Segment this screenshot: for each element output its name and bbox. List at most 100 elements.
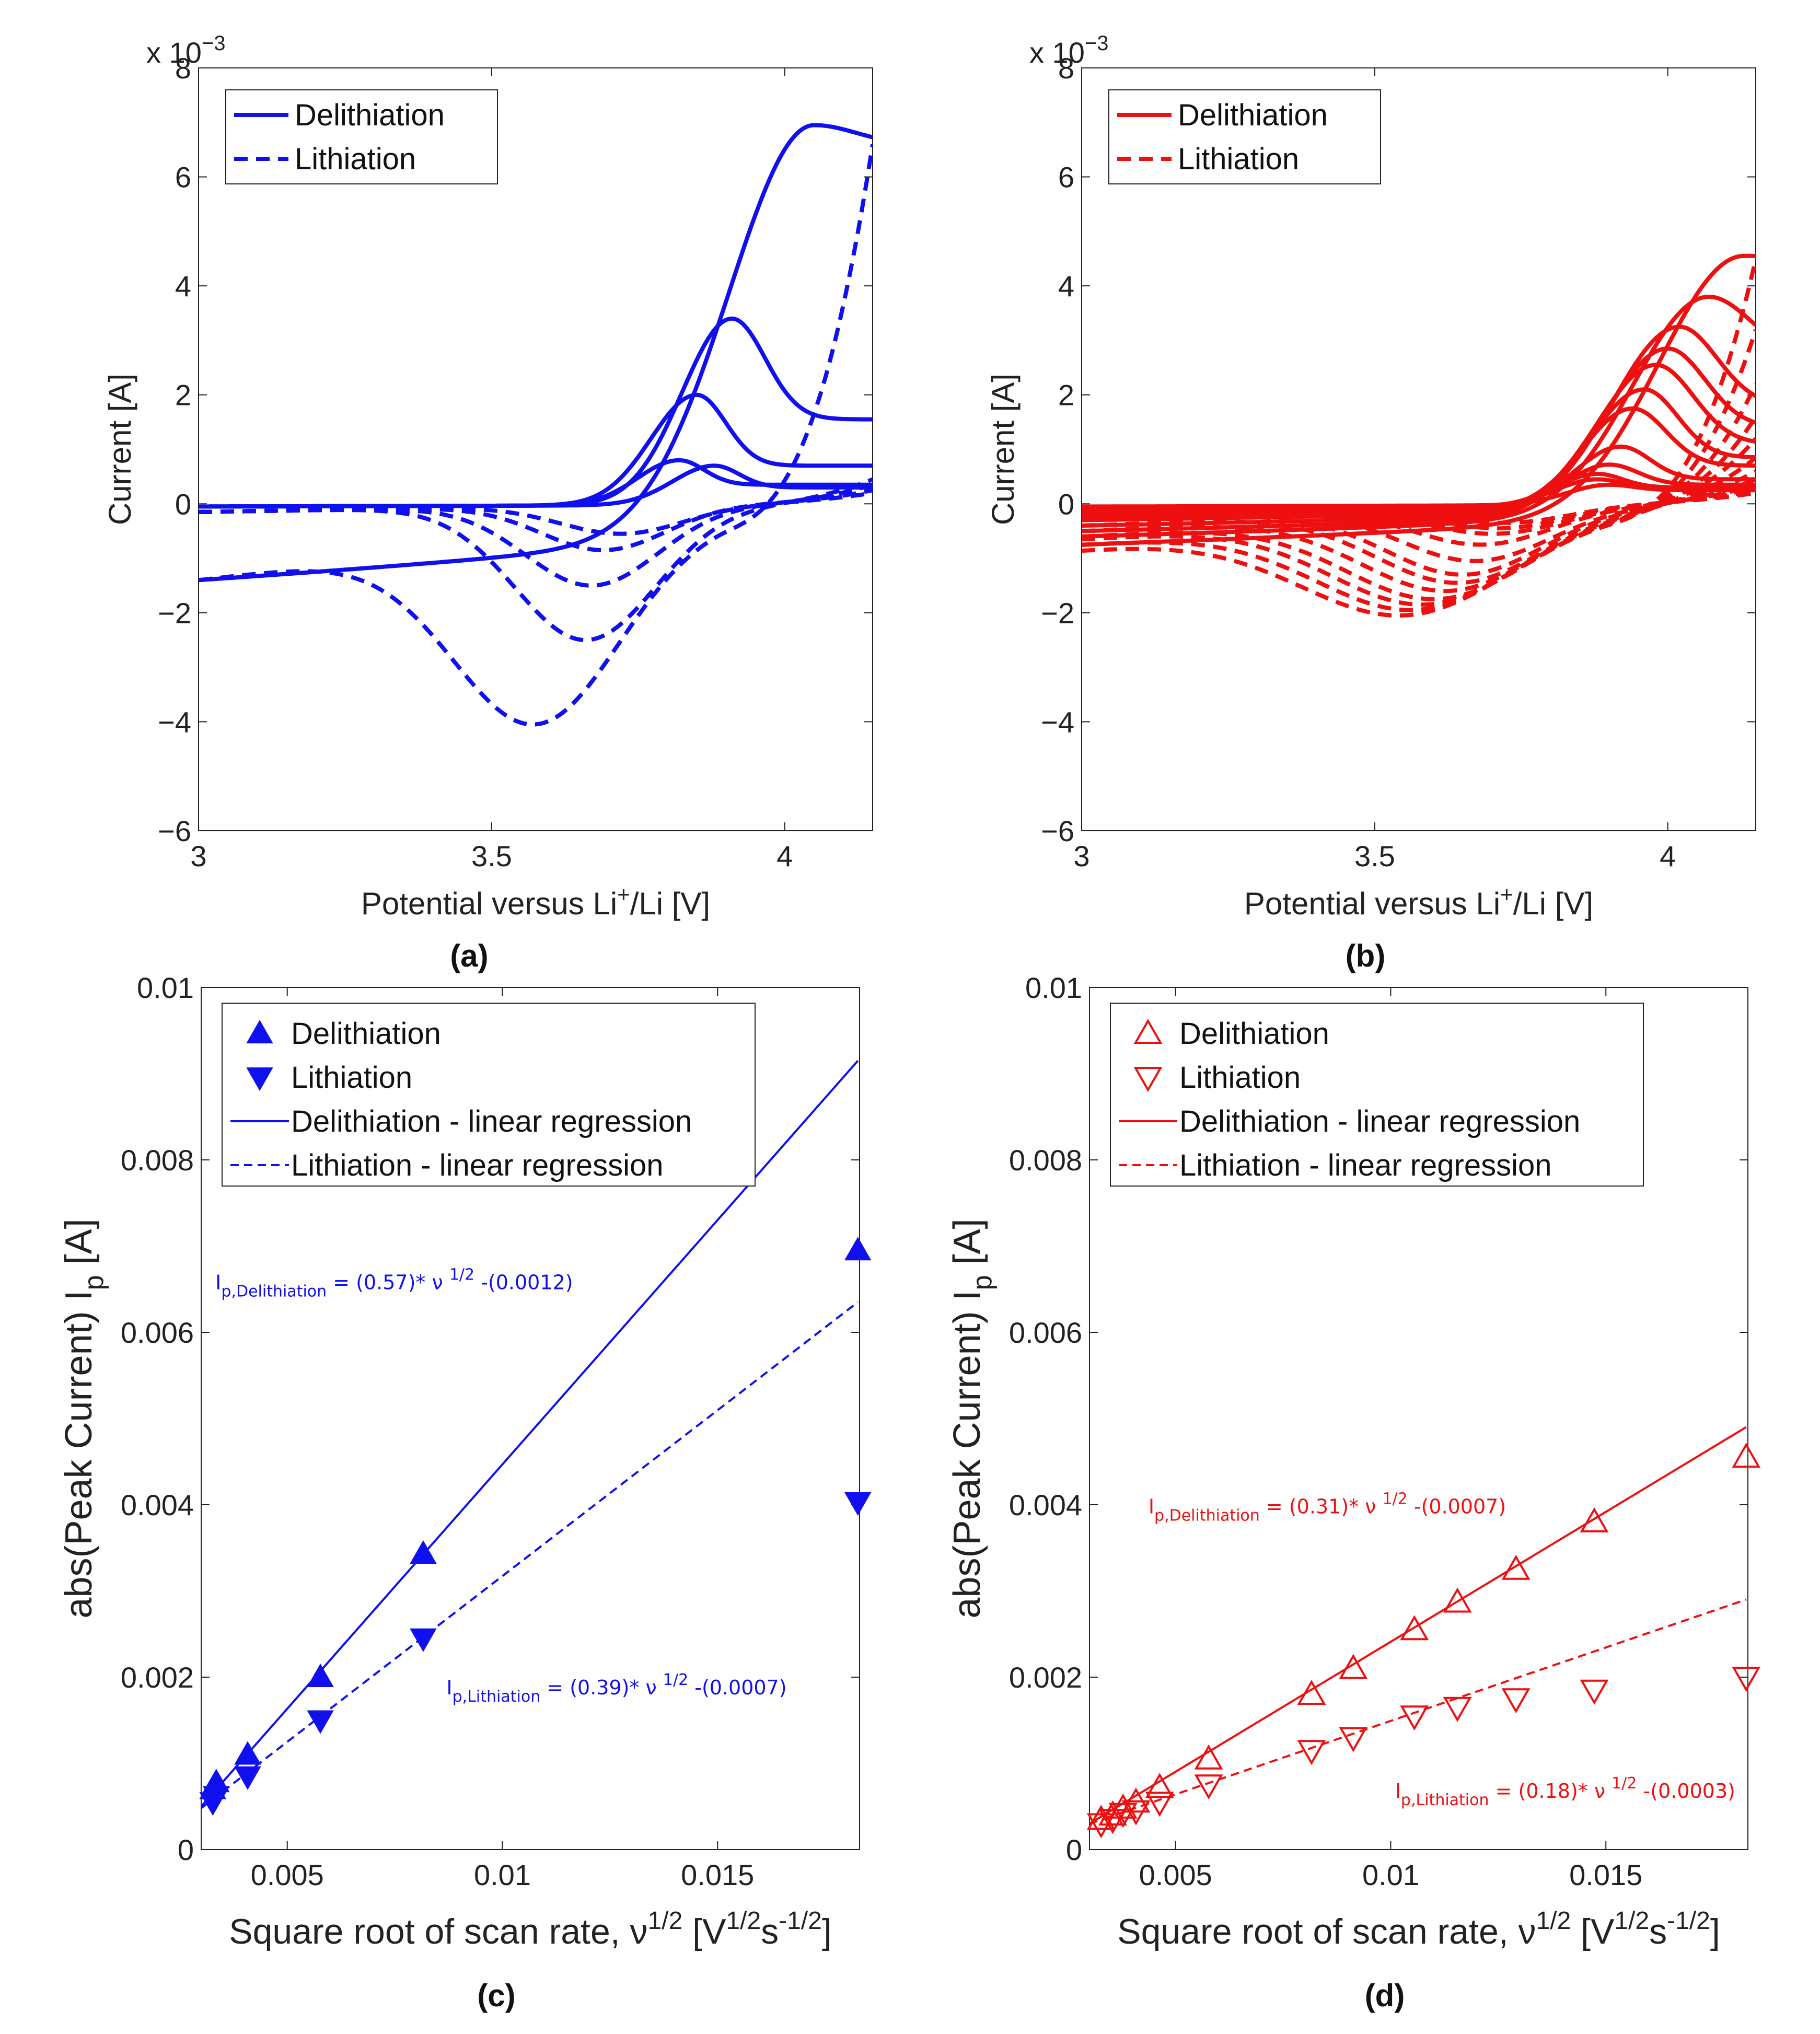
y-tick-label: 0.002: [1009, 1661, 1082, 1694]
y-axis-label: abs(Peak Current) Ip [A]: [58, 1218, 109, 1618]
lithiation-point: [410, 1628, 437, 1652]
x-tick-label: 3.5: [1354, 840, 1395, 873]
delithiation-curve: [199, 316, 873, 509]
x-tick-label: 3.5: [471, 840, 512, 873]
lithiation-point: [307, 1710, 334, 1734]
y-tick-label: 2: [1058, 379, 1074, 412]
plot-frame: [1081, 67, 1756, 831]
legend-box: [222, 1003, 756, 1187]
lithiation-curve: [1082, 485, 1756, 536]
y-tick-label: 4: [175, 270, 191, 303]
lithiation-point: [1194, 1774, 1223, 1800]
x-tick-label: 0.015: [681, 1858, 754, 1891]
y-tick-label: 0.006: [121, 1316, 194, 1349]
y-tick-label: 0: [175, 487, 191, 520]
delithiation-point: [1086, 1805, 1116, 1830]
panel-caption: (b): [1346, 938, 1386, 973]
lithiation-point: [844, 1492, 872, 1516]
x-tick-label: 0.005: [1139, 1858, 1212, 1891]
y-tick-label: −6: [1041, 815, 1074, 847]
y-tick-label: 0.008: [1009, 1144, 1082, 1177]
y-tick-label: 0.008: [121, 1144, 194, 1177]
legend-label: Delithiation: [1179, 1017, 1329, 1051]
regression-equation: Ip,Lithiation = (0.39)* ν 1/2 -(0.0007): [446, 1671, 786, 1706]
x-tick-label: 0.005: [251, 1858, 324, 1891]
legend-label: Lithiation: [291, 1061, 412, 1095]
legend-label: Delithiation - linear regression: [1179, 1105, 1580, 1138]
panel-c: 0.005 0.01 0.015 0 0.002 0.004 0.006 0.008 0.01 (…: [58, 971, 872, 2013]
legend-label: Lithiation - linear regression: [291, 1148, 663, 1182]
y-tick-label: −4: [158, 705, 191, 738]
delithiation-point: [1194, 1744, 1223, 1770]
lithiation-point: [1580, 1679, 1609, 1705]
delithiation-point: [844, 1237, 872, 1261]
lithiation-point: [234, 1766, 261, 1790]
y-tick-label: 8: [175, 52, 191, 85]
panel-caption: (c): [477, 1978, 515, 2013]
x-axis-label: Square root of scan rate, ν1/2 [V1/2s-1/…: [1117, 1907, 1720, 1951]
y-tick-label: 0: [1058, 487, 1074, 520]
x-tick-label: 3: [190, 840, 206, 873]
lithiation-point: [1098, 1809, 1127, 1834]
y-tick-label: −2: [158, 597, 191, 630]
legend-box: [1108, 89, 1381, 184]
delithiation-curve: [1082, 295, 1756, 539]
panel-caption: (a): [450, 938, 488, 973]
y-tick-label: 8: [1058, 52, 1074, 85]
y-tick-label: 0.01: [1025, 971, 1082, 1004]
lithiation-point: [1732, 1667, 1761, 1692]
delithiation-point: [1732, 1443, 1761, 1468]
lithiation-curve: [199, 144, 873, 727]
y-tick-label: −6: [158, 815, 191, 847]
y-tick-label: 4: [1058, 270, 1074, 303]
legend-label: Delithiation: [295, 98, 445, 132]
panel-d: 0.005 0.01 0.015 0 0.002 0.004 0.006 0.008 0.01 (…: [946, 971, 1761, 2013]
delithiation-curve: [1082, 253, 1756, 547]
lithiation-regression-line: [201, 1301, 859, 1809]
delithiation-curve: [1082, 363, 1756, 522]
y-tick-label: 0.006: [1009, 1316, 1082, 1349]
y-axis-label: abs(Peak Current) Ip [A]: [946, 1218, 998, 1618]
y-tick-label: −4: [1041, 705, 1074, 738]
legend-marker: [1133, 1018, 1163, 1044]
x-tick-label: 0.015: [1569, 1858, 1642, 1891]
y-tick-label: 0.01: [137, 971, 194, 1004]
lithiation-point: [1086, 1813, 1116, 1839]
legend-label: Lithiation - linear regression: [1179, 1148, 1551, 1182]
delithiation-point: [1580, 1507, 1609, 1532]
y-tick-label: 0.002: [121, 1661, 194, 1694]
legend-label: Delithiation - linear regression: [291, 1105, 692, 1138]
y-tick-label: 6: [1058, 161, 1074, 194]
lithiation-point: [1443, 1696, 1472, 1722]
delithiation-point: [1108, 1793, 1138, 1819]
lithiation-point: [1400, 1705, 1429, 1731]
delithiation-curve: [199, 392, 873, 509]
lithiation-point: [1339, 1727, 1368, 1752]
y-exponent-label: x 10−3: [1029, 32, 1108, 69]
x-axis-label: Square root of scan rate, ν1/2 [V1/2s-1/…: [229, 1907, 832, 1951]
legend-label: Lithiation: [1179, 1061, 1301, 1095]
lithiation-curve: [1082, 469, 1756, 577]
delithiation-point: [1145, 1773, 1174, 1798]
delithiation-point: [307, 1663, 334, 1687]
y-tick-label: −2: [1041, 597, 1074, 630]
legend-label: Delithiation: [1178, 98, 1328, 132]
legend-box: [1110, 1003, 1644, 1187]
delithiation-regression-line: [1089, 1426, 1747, 1825]
regression-equation: Ip,Delithiation = (0.57)* ν 1/2 -(0.0012…: [215, 1266, 573, 1301]
lithiation-regression-line: [1089, 1598, 1747, 1825]
lithiation-curve: [1082, 437, 1756, 594]
x-tick-label: 4: [1660, 840, 1676, 873]
y-exponent-label: x 10−3: [146, 32, 225, 69]
y-tick-label: 0.004: [121, 1489, 194, 1521]
lithiation-point: [1297, 1740, 1326, 1765]
lithiation-point: [1121, 1800, 1151, 1826]
x-tick-label: 0.01: [1362, 1858, 1419, 1891]
x-axis-label: Potential versus Li+/Li [V]: [361, 882, 710, 921]
legend-label: Lithiation: [1178, 142, 1299, 176]
x-tick-label: 0.01: [474, 1858, 531, 1891]
delithiation-point: [1297, 1679, 1326, 1705]
legend: Delithiation Lithiation: [225, 89, 498, 184]
plot-frame: [198, 67, 873, 831]
regression-lines: [1089, 1426, 1747, 1825]
